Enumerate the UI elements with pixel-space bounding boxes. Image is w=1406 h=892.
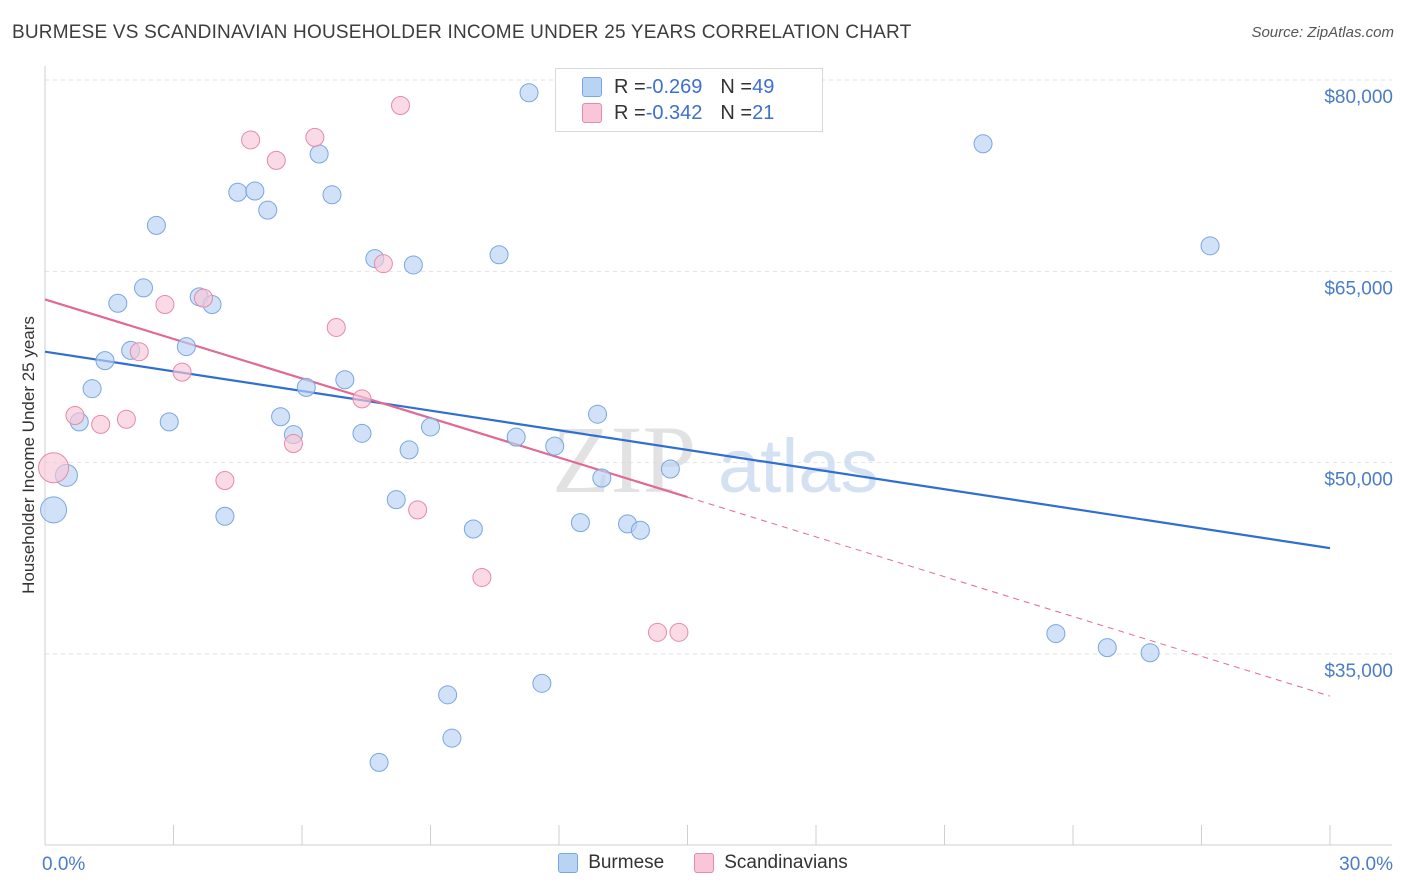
- point-burmese: [176, 337, 196, 357]
- point-burmese: [352, 423, 372, 443]
- point-burmese: [82, 379, 102, 399]
- point-burmese: [296, 377, 316, 397]
- point-burmese: [630, 520, 650, 540]
- point-burmese: [369, 752, 389, 772]
- point-burmese: [215, 506, 235, 526]
- y-tick-label: $50,000: [1324, 470, 1393, 491]
- point-burmese: [146, 215, 166, 235]
- point-burmese: [134, 278, 154, 298]
- series-swatch-scandinavians: [694, 853, 715, 873]
- point-scandinavians: [352, 389, 372, 409]
- series-swatch-burmese: [558, 853, 579, 873]
- point-scandinavians: [116, 409, 136, 429]
- point-scandinavians: [38, 452, 70, 484]
- legend-r-label: R =: [614, 75, 646, 98]
- point-burmese: [399, 440, 419, 460]
- point-scandinavians: [241, 130, 261, 150]
- series-legend: Burmese Scandinavians: [0, 852, 1406, 874]
- point-burmese: [506, 427, 526, 447]
- point-burmese: [489, 245, 509, 265]
- point-burmese: [1140, 643, 1160, 663]
- point-burmese: [570, 513, 590, 533]
- chart-title: BURMESE VS SCANDINAVIAN HOUSEHOLDER INCO…: [12, 22, 912, 43]
- point-burmese: [403, 255, 423, 275]
- point-burmese: [588, 404, 608, 424]
- series-legend-scandinavians[interactable]: Scandinavians: [694, 852, 848, 874]
- trend-line-burmese: [44, 350, 1331, 550]
- legend-swatch-scandinavians: [582, 103, 602, 123]
- point-scandinavians: [172, 362, 192, 382]
- point-burmese: [545, 436, 565, 456]
- series-label-scandinavians: Scandinavians: [724, 852, 848, 873]
- point-burmese: [108, 293, 128, 313]
- point-burmese: [438, 685, 458, 705]
- legend-r-label: R =: [614, 101, 646, 124]
- point-scandinavians: [65, 405, 85, 425]
- grid-lines: [45, 79, 1392, 655]
- point-burmese: [1097, 638, 1117, 658]
- legend-swatch-burmese: [582, 77, 602, 97]
- x-tick-label: 30.0%: [1339, 854, 1393, 875]
- legend-n-label: N =: [720, 101, 753, 124]
- point-scandinavians: [648, 622, 668, 642]
- correlation-legend: R = -0.269 N = 49 R = -0.342 N = 21: [555, 68, 823, 132]
- point-scandinavians: [326, 317, 346, 337]
- x-tick-label: 0.0%: [42, 854, 85, 875]
- point-burmese: [271, 407, 291, 427]
- y-tick-label: $80,000: [1324, 87, 1393, 108]
- point-burmese: [159, 412, 179, 432]
- point-burmese: [660, 459, 680, 479]
- point-burmese: [309, 144, 329, 164]
- point-burmese: [463, 519, 483, 539]
- point-scandinavians: [129, 342, 149, 362]
- legend-r-value: -0.269: [645, 75, 703, 98]
- legend-n-value: 49: [752, 75, 775, 98]
- point-burmese: [1200, 236, 1220, 256]
- point-burmese: [335, 370, 355, 390]
- point-scandinavians: [193, 288, 213, 308]
- point-burmese: [228, 182, 248, 202]
- point-scandinavians: [472, 567, 492, 587]
- data-points: [38, 83, 1220, 772]
- point-scandinavians: [155, 294, 175, 314]
- point-burmese: [95, 351, 115, 371]
- point-burmese: [532, 673, 552, 693]
- series-label-burmese: Burmese: [588, 852, 665, 873]
- point-scandinavians: [91, 414, 111, 434]
- watermark-zip: ZIP: [552, 406, 696, 513]
- point-burmese: [322, 185, 342, 205]
- point-burmese: [421, 417, 440, 437]
- legend-r-value: -0.342: [645, 101, 703, 124]
- series-legend-burmese[interactable]: Burmese: [558, 852, 664, 874]
- chart-source: Source: ZipAtlas.com: [1251, 24, 1394, 41]
- point-burmese: [245, 181, 265, 201]
- y-tick-label: $65,000: [1324, 278, 1393, 299]
- point-scandinavians: [305, 127, 325, 147]
- point-scandinavians: [266, 150, 286, 170]
- y-tick-label: $35,000: [1324, 661, 1393, 682]
- legend-n-value: 21: [752, 101, 775, 124]
- point-burmese: [258, 200, 278, 220]
- point-burmese: [40, 496, 68, 524]
- point-burmese: [386, 490, 406, 510]
- legend-row-scandinavians: R = -0.342 N = 21: [582, 101, 774, 125]
- point-scandinavians: [408, 500, 428, 520]
- point-scandinavians: [373, 254, 393, 274]
- point-scandinavians: [283, 434, 303, 454]
- trend-extension-scandinavians: [687, 496, 1331, 697]
- point-burmese: [442, 728, 462, 748]
- point-scandinavians: [669, 622, 689, 642]
- y-axis-label: Householder Income Under 25 years: [19, 316, 38, 594]
- point-scandinavians: [391, 96, 411, 116]
- point-scandinavians: [215, 471, 235, 491]
- point-burmese: [592, 468, 612, 488]
- point-burmese: [973, 134, 993, 154]
- legend-n-label: N =: [720, 75, 753, 98]
- point-burmese: [1046, 624, 1066, 644]
- point-burmese: [519, 83, 539, 103]
- tick-labels: $80,000 $65,000 $50,000 $35,000 0.0% 30.0%: [42, 87, 1393, 875]
- legend-row-burmese: R = -0.269 N = 49: [582, 75, 774, 99]
